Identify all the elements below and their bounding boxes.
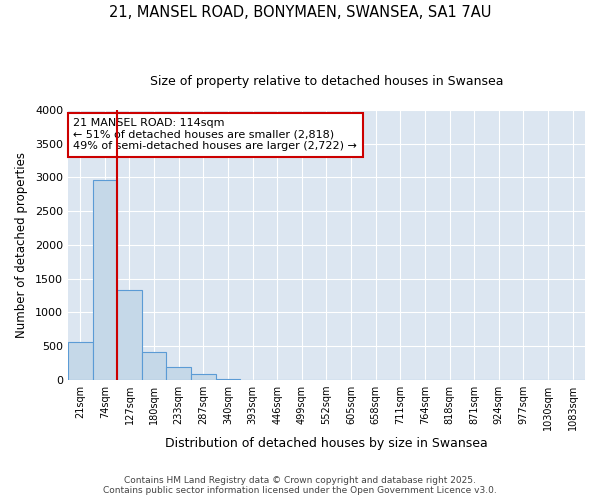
Bar (142, 352, 166, 380)
Y-axis label: Number of detached properties: Number of detached properties (15, 152, 28, 338)
Bar (117, 290, 142, 380)
Bar (191, 374, 215, 380)
Text: 21, MANSEL ROAD, BONYMAEN, SWANSEA, SA1 7AU: 21, MANSEL ROAD, BONYMAEN, SWANSEA, SA1 … (109, 5, 491, 20)
Bar (92, 180, 117, 380)
X-axis label: Distribution of detached houses by size in Swansea: Distribution of detached houses by size … (165, 437, 488, 450)
Bar (215, 378, 240, 380)
Title: Size of property relative to detached houses in Swansea: Size of property relative to detached ho… (150, 75, 503, 88)
Bar (166, 368, 191, 380)
Text: 21 MANSEL ROAD: 114sqm
← 51% of detached houses are smaller (2,818)
49% of semi-: 21 MANSEL ROAD: 114sqm ← 51% of detached… (73, 118, 357, 152)
Text: Contains HM Land Registry data © Crown copyright and database right 2025.
Contai: Contains HM Land Registry data © Crown c… (103, 476, 497, 495)
Bar (68, 342, 92, 380)
